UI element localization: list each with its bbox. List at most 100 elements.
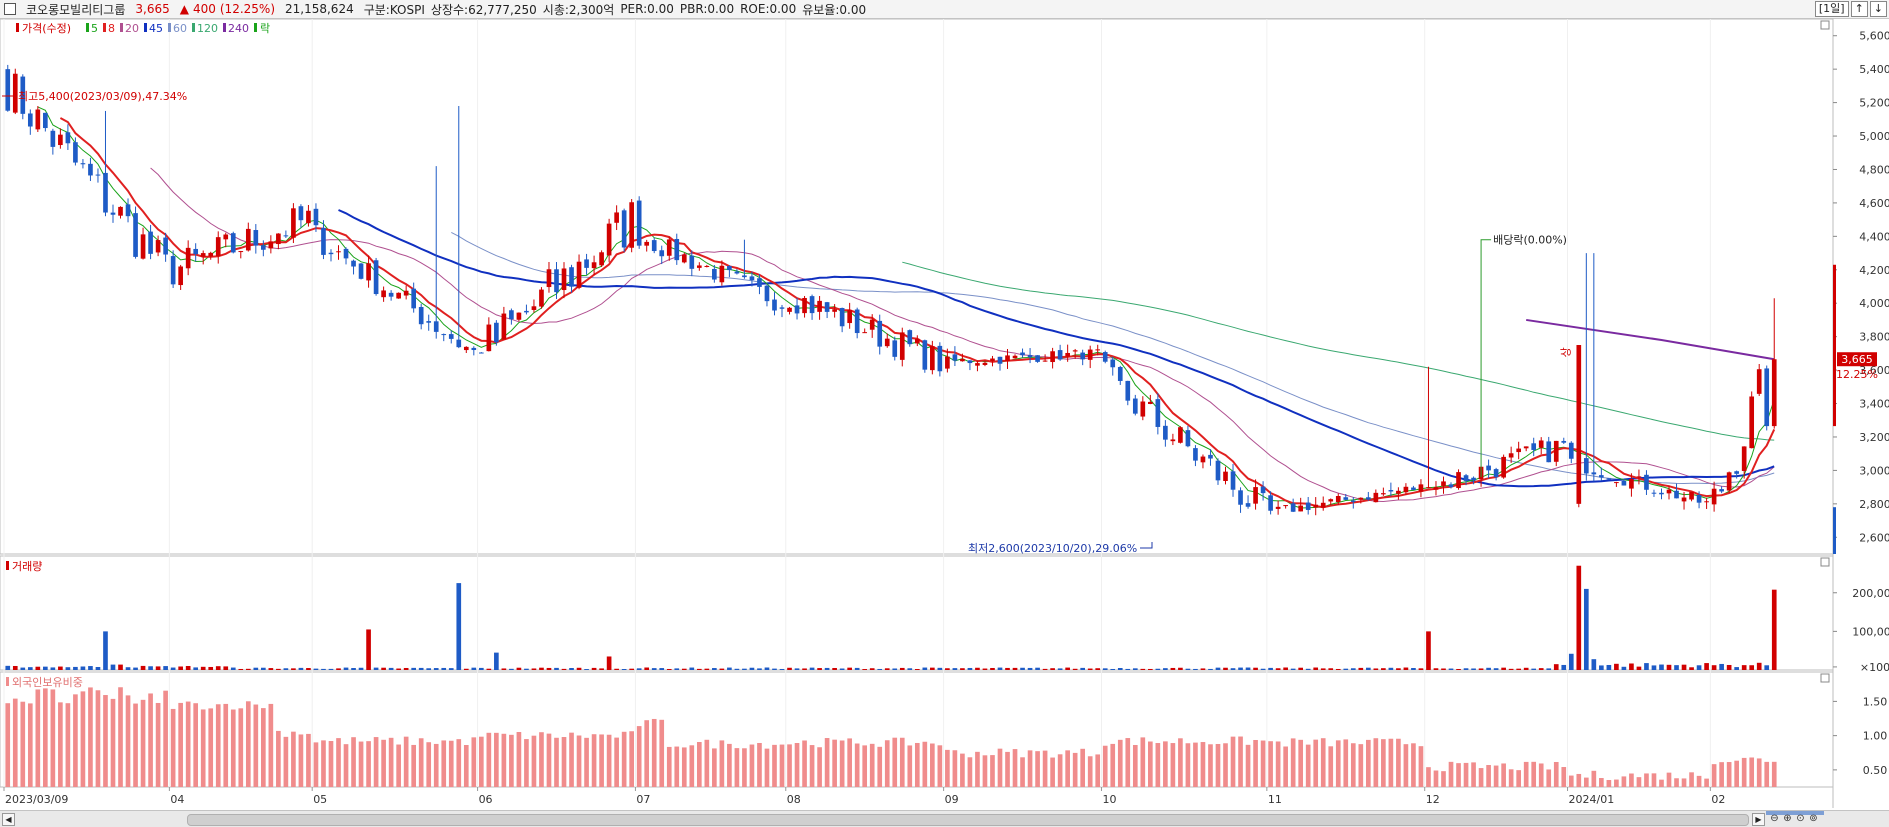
foreign-bar	[1674, 778, 1679, 787]
foreign-bar	[1614, 779, 1619, 787]
candle-body	[1253, 487, 1258, 504]
foreign-bar	[1140, 737, 1146, 787]
legend-ma-label: 60	[173, 22, 187, 35]
volume-bar	[1508, 668, 1514, 670]
foreign-bar	[200, 709, 206, 787]
ma5-line	[37, 106, 1775, 509]
foreign-bar	[779, 744, 785, 787]
foreign-y-tick-label: 1.50	[1863, 695, 1888, 708]
x-tick-label: 09	[945, 793, 959, 806]
foreign-bar	[719, 740, 725, 787]
candle-body	[471, 347, 477, 351]
foreign-bar	[1050, 757, 1055, 787]
high-annotation: 최고5,400(2023/03/09),47.34%	[18, 90, 187, 103]
volume-bar	[1012, 667, 1018, 670]
scroll-up-button[interactable]: ↑	[1850, 1, 1868, 17]
y-tick-label: 4,600	[1859, 197, 1889, 210]
volume-bar	[140, 665, 146, 670]
volume-bar	[283, 668, 289, 670]
foreign-bar	[5, 703, 11, 787]
candle-body	[1208, 454, 1213, 459]
foreign-bar	[509, 734, 514, 787]
volume-bar	[1313, 667, 1319, 670]
stock-chart[interactable]: 2023/03/09 04 05 06 07 08 09 10 11 12 2024/01 02 5,6…	[0, 0, 1889, 810]
volume-bar	[742, 668, 747, 670]
foreign-bar	[1388, 738, 1394, 787]
low-annotation-leader	[1140, 542, 1153, 549]
foreign-bar	[1253, 739, 1258, 787]
volume-bar	[1027, 667, 1033, 670]
volume-bar	[1433, 668, 1439, 670]
scrollbar-thumb[interactable]	[187, 814, 1749, 826]
foreign-bar	[1343, 739, 1349, 787]
zoom-fit-icon[interactable]: ⊙	[1796, 813, 1805, 824]
volume-bar	[200, 666, 206, 670]
foreign-bar	[967, 757, 973, 787]
legend-ma-swatch	[144, 23, 147, 32]
foreign-bar	[223, 703, 229, 787]
candle-body	[1170, 439, 1176, 442]
volume-bar	[1275, 668, 1281, 670]
volume-bar	[1373, 668, 1379, 670]
foreign-bar	[1155, 743, 1161, 787]
volume-bar	[899, 667, 905, 670]
y-tick-label: 5,600	[1859, 30, 1889, 43]
zoom-out-icon[interactable]: ⊖	[1770, 813, 1779, 824]
foreign-bar	[907, 745, 913, 787]
volume-bar	[719, 668, 725, 670]
candle-body	[321, 227, 326, 255]
candle-body	[73, 142, 78, 163]
volume-bar	[689, 667, 695, 670]
volume-bar	[1193, 668, 1198, 670]
candle-body	[1343, 497, 1349, 500]
volume-bar	[1117, 668, 1123, 670]
volume-bar	[967, 667, 973, 670]
volume-bar	[1042, 668, 1048, 670]
zoom-slider[interactable]	[1766, 811, 1824, 815]
volume-bar	[1771, 589, 1777, 670]
candle-body	[1448, 484, 1454, 488]
candle-body	[742, 275, 747, 278]
foreign-bar	[1651, 773, 1657, 787]
candle-body	[554, 269, 559, 293]
stock-checkbox[interactable]	[4, 3, 16, 15]
candle-body	[779, 307, 785, 309]
foreign-bar	[1591, 770, 1597, 787]
foreign-bar	[990, 755, 995, 787]
volume-bar	[1170, 667, 1176, 670]
scroll-right-icon[interactable]: ▶	[1752, 813, 1765, 826]
volume-bar	[35, 666, 41, 670]
limit-up-label: 상	[1559, 347, 1572, 357]
stock-name[interactable]: 코오롱모빌리티그룹	[26, 2, 126, 17]
candle-body	[1674, 490, 1679, 499]
scroll-left-icon[interactable]: ◀	[2, 813, 15, 826]
period-button[interactable]: [1일]	[1814, 1, 1849, 17]
candle-body	[1501, 456, 1506, 478]
scroll-down-button[interactable]: ↓	[1869, 1, 1887, 17]
volume-bar	[373, 667, 379, 670]
volume-bar	[1260, 668, 1266, 670]
candle-body	[1546, 441, 1552, 463]
volume-bar	[809, 667, 815, 670]
candle-body	[313, 208, 319, 226]
zoom-reset-icon[interactable]: ⊚	[1809, 813, 1818, 824]
volume-bar	[448, 668, 454, 670]
candle-body	[1749, 396, 1755, 449]
foreign-bar	[155, 702, 161, 787]
candle-body	[945, 356, 950, 369]
foreign-bar	[787, 744, 792, 787]
candle-body	[824, 302, 830, 312]
foreign-bar	[388, 737, 394, 787]
foreign-bar	[817, 747, 822, 787]
volume-bar	[839, 668, 845, 670]
zoom-in-icon[interactable]: ⊕	[1783, 813, 1792, 824]
candle-body	[689, 255, 695, 269]
volume-bar	[877, 668, 883, 670]
horizontal-scrollbar[interactable]: ◀ ▶ ⊖ ⊕ ⊙ ⊚	[0, 810, 1889, 827]
foreign-bar	[1576, 773, 1582, 787]
foreign-bar	[463, 745, 469, 787]
candle-body	[1313, 504, 1319, 508]
candle-body	[1230, 471, 1236, 490]
volume-bar	[1523, 667, 1529, 670]
volume-bar	[366, 629, 371, 670]
